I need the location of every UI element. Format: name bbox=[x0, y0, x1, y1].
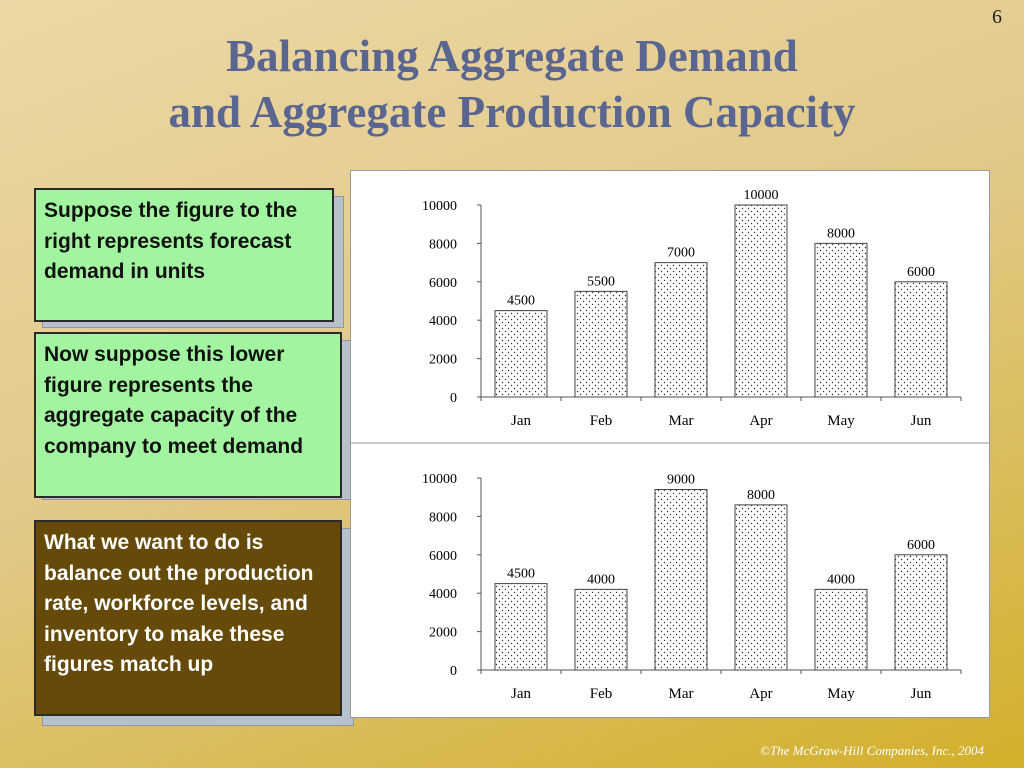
chart2-data-label: 6000 bbox=[907, 538, 935, 553]
chart2-data-label: 4500 bbox=[507, 567, 535, 582]
chart1-y-tick-label: 10000 bbox=[422, 199, 457, 214]
chart1-data-label: 10000 bbox=[744, 188, 779, 203]
chart2-bar bbox=[814, 588, 868, 671]
chart2-category-label: Apr bbox=[749, 686, 772, 702]
chart2-bar bbox=[494, 583, 548, 671]
chart2-bar bbox=[734, 504, 788, 671]
chart2-y-tick-label: 6000 bbox=[429, 549, 457, 564]
chart1-category-label: Jan bbox=[511, 413, 531, 429]
chart2-y-tick-label: 0 bbox=[450, 664, 457, 679]
note-balance-goal: What we want to do is balance out the pr… bbox=[34, 520, 342, 716]
chart2-y-tick-label: 2000 bbox=[429, 626, 457, 641]
chart1-category-label: Apr bbox=[749, 413, 772, 429]
note-aggregate-capacity: Now suppose this lower figure represents… bbox=[34, 332, 342, 498]
chart1-y-tick-label: 4000 bbox=[429, 314, 457, 329]
chart2-y-tick-label: 4000 bbox=[429, 587, 457, 602]
chart1-bar bbox=[574, 290, 628, 398]
chart1-category-label: May bbox=[827, 413, 855, 429]
chart2-bar bbox=[574, 588, 628, 671]
chart2-bar bbox=[894, 554, 948, 671]
chart2-category-label: Mar bbox=[669, 686, 694, 702]
chart2-data-label: 9000 bbox=[667, 473, 695, 488]
note-forecast-demand: Suppose the figure to the right represen… bbox=[34, 188, 334, 322]
copyright-footer: ©The McGraw-Hill Companies, Inc., 2004 bbox=[760, 743, 984, 758]
chart1-y-tick-label: 0 bbox=[450, 391, 457, 406]
chart1-data-label: 7000 bbox=[667, 246, 695, 261]
slide-number: 6 bbox=[992, 6, 1002, 28]
chart2-data-label: 4000 bbox=[587, 572, 615, 587]
chart2-category-label: Jan bbox=[511, 686, 531, 702]
chart1-bar bbox=[494, 310, 548, 398]
chart1-category-label: Jun bbox=[911, 413, 932, 429]
chart2-y-tick-label: 8000 bbox=[429, 510, 457, 525]
chart1-y-tick-label: 8000 bbox=[429, 237, 457, 252]
chart2-category-label: Jun bbox=[911, 686, 932, 702]
chart2-data-label: 8000 bbox=[747, 488, 775, 503]
chart2-data-label: 4000 bbox=[827, 572, 855, 587]
chart1-bar bbox=[894, 281, 948, 398]
chart1-category-label: Mar bbox=[669, 413, 694, 429]
chart2-y-tick-label: 10000 bbox=[422, 472, 457, 487]
chart1-data-label: 5500 bbox=[587, 274, 615, 289]
chart1-data-label: 8000 bbox=[827, 226, 855, 241]
chart2-category-label: May bbox=[827, 686, 855, 702]
chart-panel: 0 2000 4000 6000 8000 10000 4500 Jan 5500 Feb 7000… bbox=[350, 170, 990, 718]
chart1-category-label: Feb bbox=[590, 413, 613, 429]
chart1-data-label: 6000 bbox=[907, 265, 935, 280]
title-line-1: Balancing Aggregate Demand bbox=[226, 31, 798, 81]
chart1-data-label: 4500 bbox=[507, 294, 535, 309]
chart1-bar bbox=[654, 262, 708, 398]
charts-canvas: 0 2000 4000 6000 8000 10000 4500 Jan 5500 Feb 7000… bbox=[351, 188, 989, 702]
title-line-2: and Aggregate Production Capacity bbox=[168, 87, 856, 137]
slide-title: Balancing Aggregate Demand and Aggregate… bbox=[0, 28, 1024, 140]
chart2-category-label: Feb bbox=[590, 686, 613, 702]
chart2-bar bbox=[654, 489, 708, 671]
chart1-bar bbox=[734, 204, 788, 398]
chart1-y-tick-label: 2000 bbox=[429, 353, 457, 368]
chart1-y-tick-label: 6000 bbox=[429, 276, 457, 291]
chart1-bar bbox=[814, 242, 868, 398]
